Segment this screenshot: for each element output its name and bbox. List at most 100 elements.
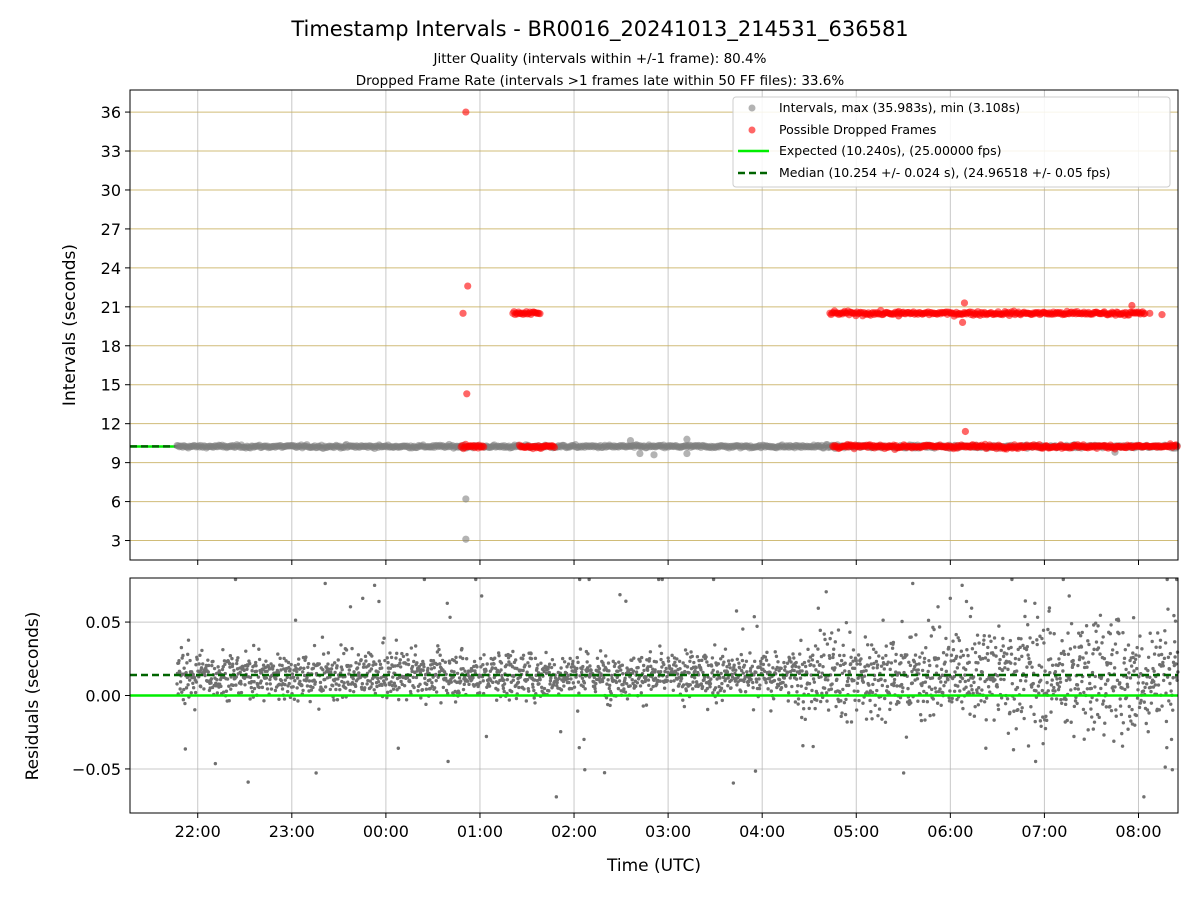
residual-point-610 <box>416 689 420 693</box>
residual-point-331 <box>306 665 310 670</box>
residual-point-335 <box>307 679 312 683</box>
residual-point-219 <box>261 663 266 667</box>
residual-point-2346 <box>1102 733 1106 737</box>
residual-point-461 <box>357 662 361 666</box>
residual-point-1815 <box>892 680 896 685</box>
residual-point-2174 <box>1034 689 1038 693</box>
residual-point-777 <box>482 653 486 657</box>
residual-point-2345 <box>1101 699 1106 703</box>
residual-point-2263 <box>1069 720 1073 724</box>
residual-point-1069 <box>597 666 602 671</box>
residual-point-1314 <box>694 665 698 670</box>
residual-point-1981 <box>958 689 962 693</box>
residual-point-1289 <box>684 688 689 693</box>
residual-point-532 <box>385 656 389 660</box>
residual-point-1072 <box>598 649 603 653</box>
residual-point-2478 <box>1154 645 1158 649</box>
residual-point-1592 <box>804 686 808 691</box>
residual-point-2377 <box>1114 714 1118 718</box>
residual-point-174 <box>244 649 248 653</box>
residual-point-518 <box>380 666 384 670</box>
residual-point-652 <box>432 686 437 690</box>
residual-point-1916 <box>932 627 936 632</box>
residual-point-2386 <box>1118 681 1122 685</box>
residual-point-1635 <box>821 664 825 669</box>
residual-point-812 <box>496 688 500 692</box>
residual-point-184 <box>248 661 252 666</box>
residual-point-1464 <box>753 769 758 773</box>
residual-point-2018 <box>972 714 977 718</box>
residual-point-1705 <box>849 662 853 666</box>
residual-point-589 <box>408 679 412 684</box>
residual-point-1468 <box>755 624 759 628</box>
residual-point-1156 <box>632 656 636 660</box>
residual-point-80 <box>206 663 211 668</box>
residual-point-2306 <box>1086 728 1090 732</box>
residual-point-1834 <box>899 682 904 687</box>
bottom-panel-y-ticks: −0.050.000.05 <box>72 613 130 779</box>
residual-point-306 <box>296 699 300 703</box>
residual-point-2220 <box>1052 632 1056 636</box>
x-axis-ticks: 22:00 23:00 00:00 01:00 02:00 03:00 04:00 05:00… <box>175 560 1162 841</box>
residual-point-2017 <box>972 680 976 685</box>
residual-point-1599 <box>807 659 811 663</box>
residual-point-687 <box>446 679 451 683</box>
residual-point-2249 <box>1063 702 1068 707</box>
residual-point-995 <box>568 656 572 661</box>
residual-point-2315 <box>1090 715 1094 719</box>
residual-point-2046 <box>983 656 988 660</box>
residual-point-2270 <box>1072 734 1076 739</box>
dropped-point-664 <box>462 108 470 116</box>
residual-point-2422 <box>1132 669 1136 673</box>
residual-point-827 <box>502 678 506 682</box>
residual-point-2025 <box>975 690 979 695</box>
residual-point-1580 <box>799 684 804 688</box>
residual-point-2151 <box>1025 665 1029 669</box>
residual-point-2047 <box>984 746 988 750</box>
residual-point-2433 <box>1136 681 1141 685</box>
residual-point-1489 <box>763 655 768 659</box>
residual-point-543 <box>389 655 394 660</box>
residual-point-2307 <box>1086 660 1091 664</box>
top-ytick-label-11: 36 <box>101 103 121 122</box>
residual-point-1003 <box>571 681 576 685</box>
residual-point-1999 <box>965 648 969 652</box>
residual-point-1384 <box>722 660 726 664</box>
residual-point-886 <box>525 670 529 674</box>
residual-point-809 <box>494 698 499 702</box>
residual-point-1447 <box>747 679 751 684</box>
residual-point-884 <box>524 699 529 703</box>
residual-point-279 <box>285 675 289 680</box>
residual-point-817 <box>498 678 502 683</box>
residual-point-569 <box>400 651 404 656</box>
residual-point-1005 <box>572 665 576 669</box>
residual-point-227 <box>265 682 269 686</box>
residual-point-542 <box>389 680 393 684</box>
residual-point-911 <box>535 666 539 671</box>
residual-point-1899 <box>925 700 930 704</box>
residual-point-1015 <box>576 660 580 665</box>
residual-point-2484 <box>1156 683 1161 687</box>
residual-point-1771 <box>875 688 879 693</box>
residual-point-2430 <box>1135 645 1139 650</box>
residual-point-1886 <box>920 651 924 655</box>
residual-point-2019 <box>973 642 977 646</box>
residual-point-1328 <box>700 658 704 663</box>
residual-point-1750 <box>866 664 871 668</box>
residual-point-2532 <box>1175 650 1180 654</box>
residual-point-561 <box>396 697 401 702</box>
residual-point-1326 <box>699 668 703 672</box>
residual-point-2024 <box>975 688 979 692</box>
residual-point-1152 <box>630 678 634 682</box>
residual-point-2260 <box>1068 677 1072 682</box>
residual-point-2038 <box>980 670 984 674</box>
residual-point-562 <box>397 685 401 690</box>
residual-point-58 <box>198 653 202 657</box>
residual-point-405 <box>335 664 339 668</box>
residual-point-2334 <box>1097 715 1101 720</box>
residual-point-582 <box>405 652 409 657</box>
residual-point-841 <box>507 698 512 702</box>
residual-point-12 <box>180 690 184 694</box>
residual-point-448 <box>352 670 356 674</box>
residual-point-2272 <box>1073 645 1077 649</box>
